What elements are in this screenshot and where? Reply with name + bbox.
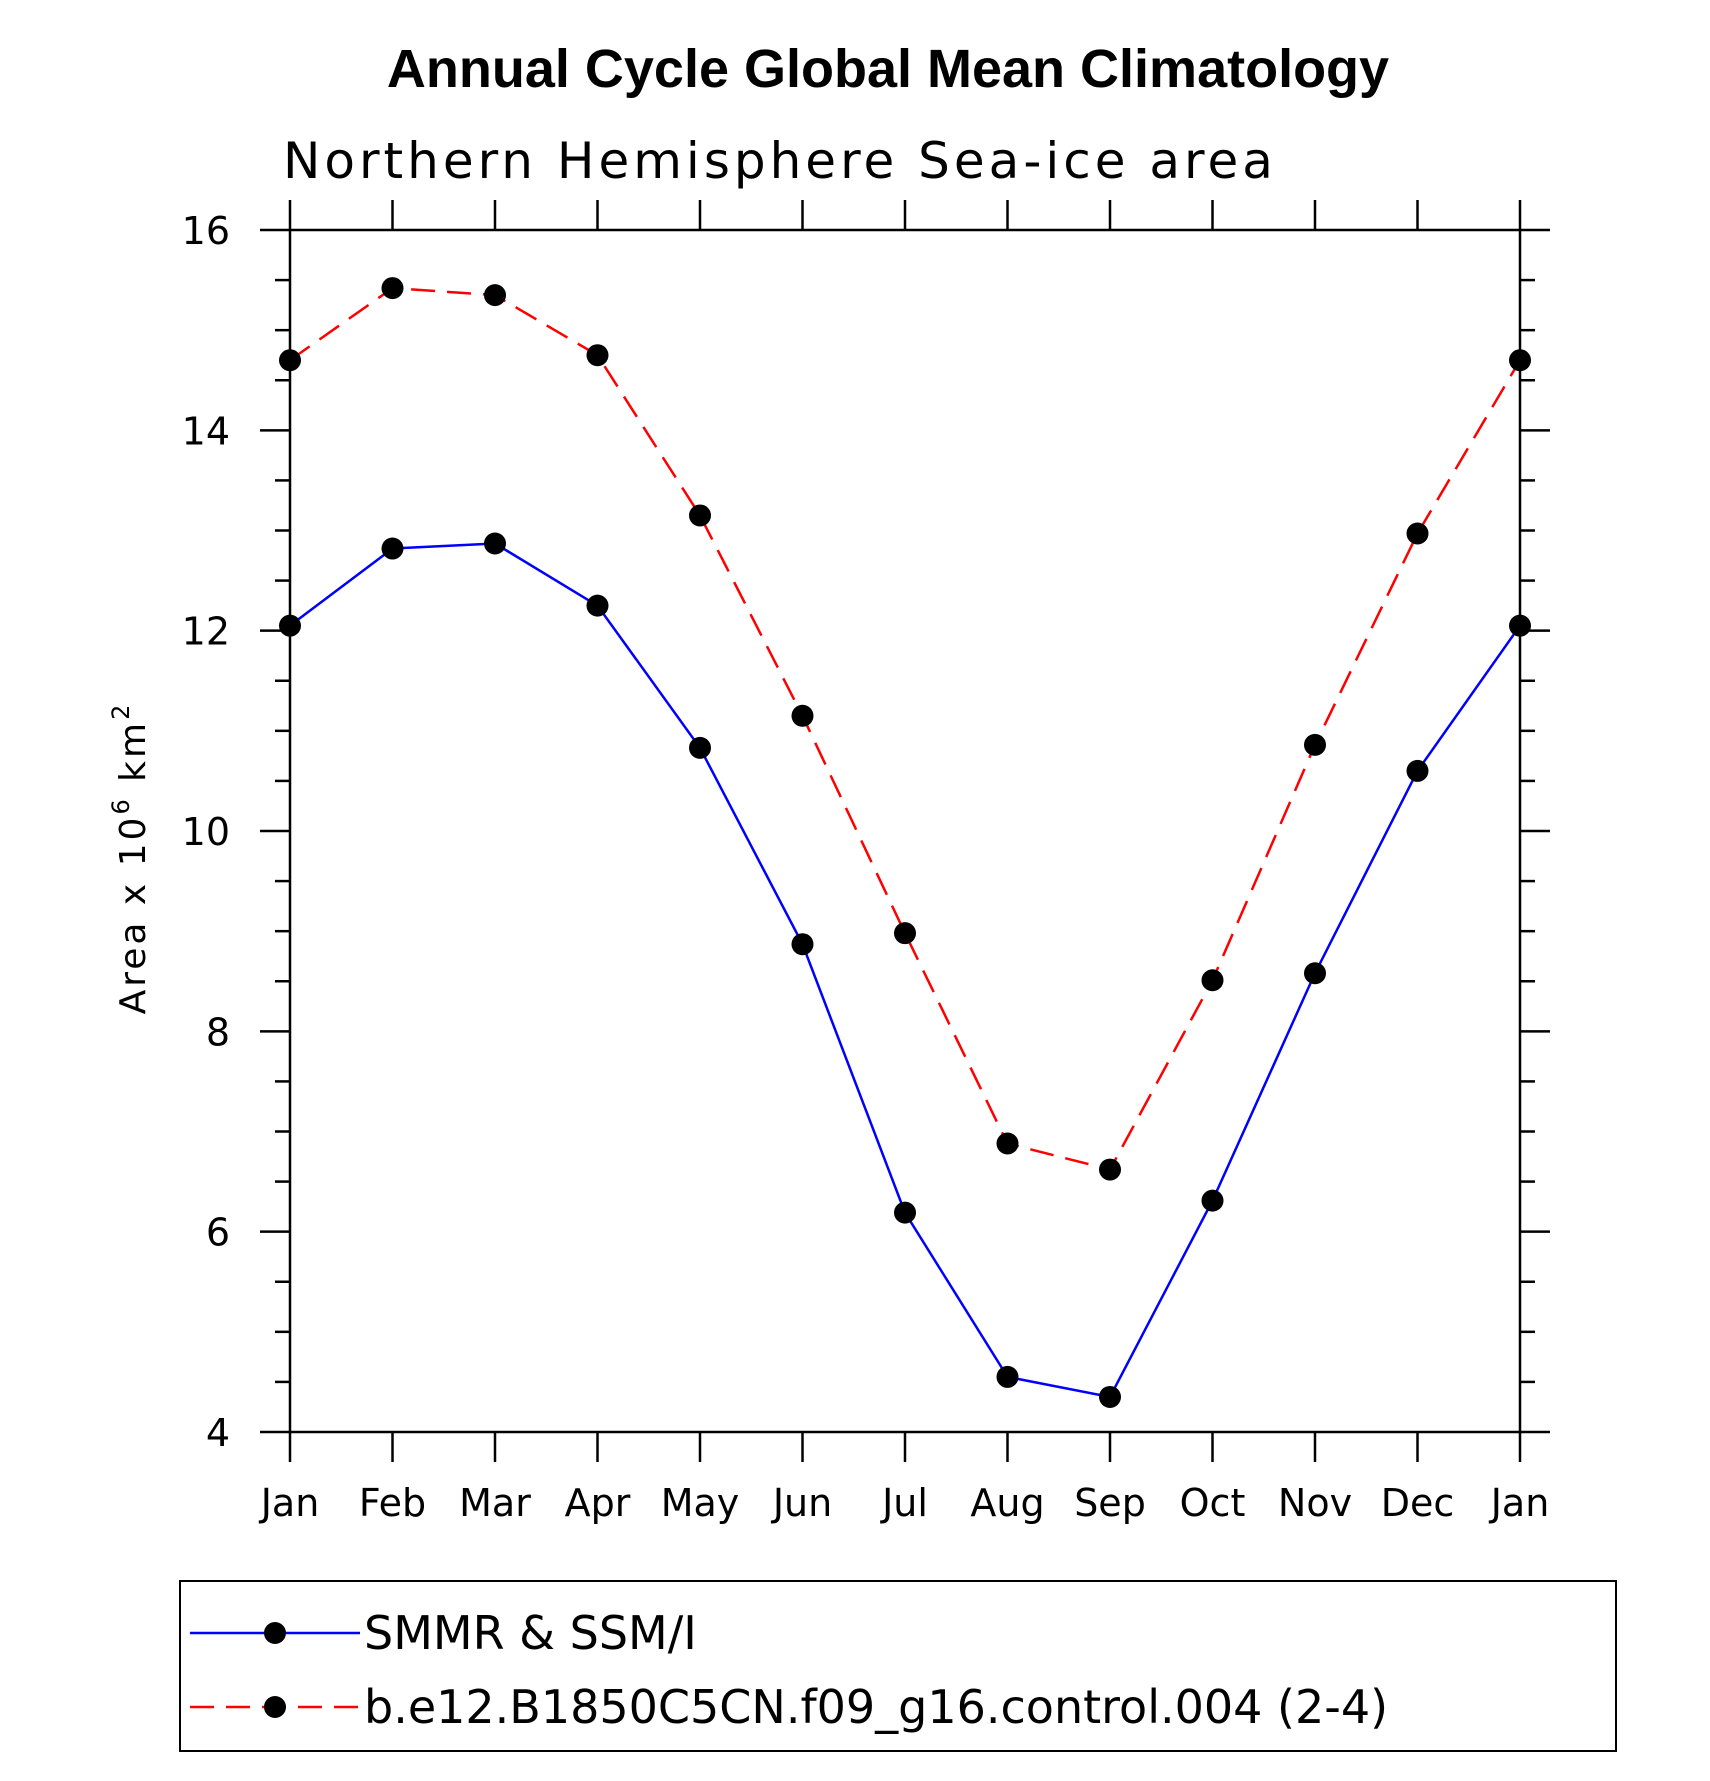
plot-frame <box>288 228 1522 1434</box>
x-tick-label: May <box>661 1481 740 1525</box>
data-point-series-0 <box>1406 759 1429 782</box>
data-point-series-0 <box>1304 962 1326 985</box>
data-point-series-1 <box>1201 969 1224 992</box>
data-point-series-1 <box>1509 349 1531 372</box>
data-point-series-1 <box>381 277 404 300</box>
legend-marker-obs <box>264 1622 286 1644</box>
y-tick-label: 12 <box>182 610 230 654</box>
legend: SMMR & SSM/I b.e12.B1850C5CN.f09_g16.con… <box>179 1580 1617 1752</box>
chart-subtitle: Northern Hemisphere Sea-ice area <box>283 132 1277 190</box>
y-axis-label-unit: km <box>113 720 154 782</box>
legend-label-model: b.e12.B1850C5CN.f09_g16.control.004 (2-4… <box>364 1680 1388 1734</box>
data-point-series-1 <box>1304 733 1326 756</box>
data-point-series-0 <box>484 532 506 555</box>
y-tick-label: 4 <box>206 1411 230 1455</box>
data-point-series-0 <box>1201 1189 1224 1212</box>
y-axis-label-text: Area x 10 <box>113 815 154 1015</box>
x-tick-label: Jun <box>771 1481 832 1525</box>
x-tick-label: Apr <box>565 1481 631 1525</box>
x-tick-label: Jan <box>259 1481 320 1525</box>
data-point-series-1 <box>484 284 506 307</box>
data-point-series-1 <box>1099 1158 1121 1181</box>
data-point-series-0 <box>791 933 814 956</box>
data-point-series-1 <box>791 704 814 727</box>
data-point-series-1 <box>996 1132 1019 1155</box>
series-line-0 <box>289 542 1522 1399</box>
data-point-series-0 <box>894 1201 916 1224</box>
y-tick-label: 8 <box>206 1010 230 1054</box>
x-tick-label: Jul <box>880 1481 928 1525</box>
data-point-series-0 <box>381 537 404 560</box>
x-tick-label: Sep <box>1074 1481 1146 1525</box>
data-point-series-0 <box>1509 614 1531 637</box>
legend-box <box>179 1580 1617 1752</box>
y-tick-label: 10 <box>182 810 230 854</box>
x-tick-label: Oct <box>1180 1481 1246 1525</box>
plot-area: 4 6 8 10 12 14 16 Jan Feb Mar Apr May Jun Jul Aug Sep Oc… <box>182 200 1550 1525</box>
data-point-series-1 <box>1406 522 1429 545</box>
data-point-series-0 <box>279 614 301 637</box>
series-line-1 <box>289 286 1522 1172</box>
legend-entry-model: b.e12.B1850C5CN.f09_g16.control.004 (2-4… <box>190 1680 1388 1734</box>
data-point-series-1 <box>279 349 301 372</box>
x-tick-label: Feb <box>359 1481 426 1525</box>
legend-marker-model <box>264 1696 286 1718</box>
data-point-series-0 <box>1099 1385 1121 1408</box>
data-point-series-0 <box>689 736 711 759</box>
x-tick-label: Dec <box>1381 1481 1455 1525</box>
x-tick-label: Mar <box>459 1481 531 1525</box>
data-point-series-0 <box>996 1365 1019 1388</box>
legend-label-obs: SMMR & SSM/I <box>364 1606 697 1660</box>
y-tick-label: 14 <box>182 409 230 453</box>
y-tick-label: 6 <box>206 1211 230 1255</box>
data-point-series-0 <box>586 594 609 617</box>
x-tick-label: Nov <box>1278 1481 1352 1525</box>
data-point-series-1 <box>894 922 916 945</box>
data-point-series-1 <box>689 504 711 527</box>
x-tick-label: Aug <box>970 1481 1044 1525</box>
y-tick-label: 16 <box>182 209 230 253</box>
data-point-series-1 <box>586 344 609 367</box>
chart-title: Annual Cycle Global Mean Climatology <box>387 39 1389 99</box>
y-axis-label: Area x 106 km2 <box>107 702 154 1015</box>
legend-entry-obs: SMMR & SSM/I <box>190 1606 697 1660</box>
y-axis-label-unit-exponent: 2 <box>107 702 135 720</box>
x-tick-label: Jan <box>1489 1481 1550 1525</box>
y-axis-label-exponent: 6 <box>107 796 135 814</box>
